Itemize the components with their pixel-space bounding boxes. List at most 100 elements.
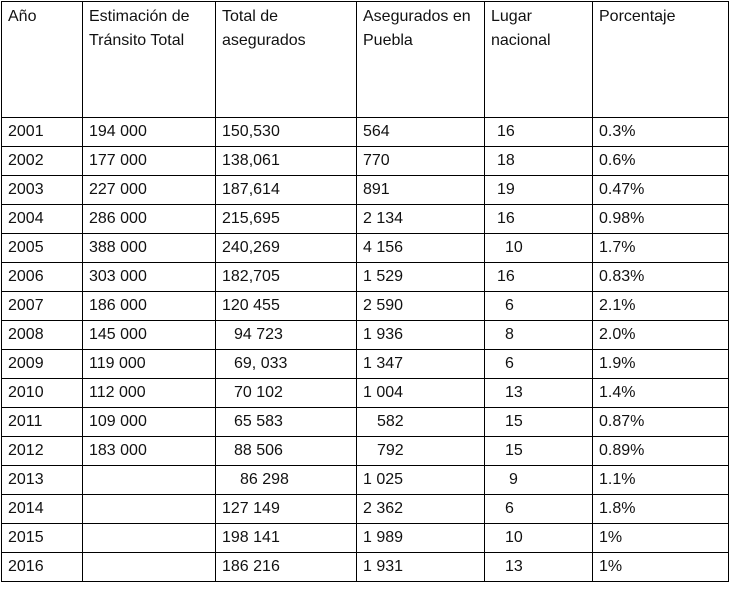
table-cell: 0.89% xyxy=(592,436,729,466)
table-cell: 1.1% xyxy=(592,465,729,495)
table-cell: 2002 xyxy=(1,146,83,176)
table-cell: 194 000 xyxy=(82,117,216,147)
table-cell: 138,061 xyxy=(215,146,357,176)
table-row: 2011 109 000 65 583 582 15 0.87% xyxy=(1,407,729,437)
table-cell: 120 455 xyxy=(215,291,357,321)
table-cell: 1 936 xyxy=(356,320,485,350)
table-cell: 2016 xyxy=(1,552,83,582)
table-cell: 19 xyxy=(484,175,593,205)
table-cell: 2014 xyxy=(1,494,83,524)
table-cell: 0.83% xyxy=(592,262,729,292)
table-cell: 2013 xyxy=(1,465,83,495)
table-cell: 2 362 xyxy=(356,494,485,524)
table-cell xyxy=(82,552,216,582)
table-cell: 15 xyxy=(484,407,593,437)
table-cell: 0.87% xyxy=(592,407,729,437)
header-cell: Total de asegurados xyxy=(215,1,357,118)
table-cell: 582 xyxy=(356,407,485,437)
table-row: 2004 286 000 215,695 2 134 16 0.98% xyxy=(1,204,729,234)
table-cell xyxy=(82,465,216,495)
table-cell: 112 000 xyxy=(82,378,216,408)
table-cell: 86 298 xyxy=(215,465,357,495)
table-cell: 1 347 xyxy=(356,349,485,379)
table-cell: 2009 xyxy=(1,349,83,379)
table-cell: 6 xyxy=(484,494,593,524)
table-cell: 10 xyxy=(484,233,593,263)
table-cell: 145 000 xyxy=(82,320,216,350)
table-cell: 16 xyxy=(484,117,593,147)
table-cell: 109 000 xyxy=(82,407,216,437)
table-cell: 215,695 xyxy=(215,204,357,234)
table-cell: 70 102 xyxy=(215,378,357,408)
table-row: 2012 183 000 88 506 792 15 0.89% xyxy=(1,436,729,466)
table-cell: 18 xyxy=(484,146,593,176)
table-cell: 2007 xyxy=(1,291,83,321)
table-cell xyxy=(82,523,216,553)
table-cell: 2008 xyxy=(1,320,83,350)
table-cell: 240,269 xyxy=(215,233,357,263)
table-cell: 2 590 xyxy=(356,291,485,321)
table-cell: 13 xyxy=(484,378,593,408)
table-row: 2009 119 000 69, 033 1 347 6 1.9% xyxy=(1,349,729,379)
table-cell: 303 000 xyxy=(82,262,216,292)
table-row: 2005 388 000 240,269 4 156 10 1.7% xyxy=(1,233,729,263)
table-cell: 127 149 xyxy=(215,494,357,524)
table-cell: 0.6% xyxy=(592,146,729,176)
table-cell: 2015 xyxy=(1,523,83,553)
table-cell: 16 xyxy=(484,262,593,292)
table-cell: 6 xyxy=(484,291,593,321)
table-cell: 9 xyxy=(484,465,593,495)
header-cell: Lugar nacional xyxy=(484,1,593,118)
table-cell: 88 506 xyxy=(215,436,357,466)
table-cell: 0.47% xyxy=(592,175,729,205)
table-cell: 2001 xyxy=(1,117,83,147)
table-row: 2015 198 141 1 989 10 1% xyxy=(1,523,729,553)
table-cell: 65 583 xyxy=(215,407,357,437)
table-row: 2002 177 000 138,061 770 18 0.6% xyxy=(1,146,729,176)
header-cell: Año xyxy=(1,1,83,118)
table-cell: 1.7% xyxy=(592,233,729,263)
table-cell: 4 156 xyxy=(356,233,485,263)
table-cell: 6 xyxy=(484,349,593,379)
table-cell: 177 000 xyxy=(82,146,216,176)
table-row: 2006 303 000 182,705 1 529 16 0.83% xyxy=(1,262,729,292)
table-cell: 186 216 xyxy=(215,552,357,582)
table-cell: 182,705 xyxy=(215,262,357,292)
table-row: 2014 127 149 2 362 6 1.8% xyxy=(1,494,729,524)
table-row: 2001 194 000 150,530 564 16 0.3% xyxy=(1,117,729,147)
table-cell: 2.1% xyxy=(592,291,729,321)
header-cell: Porcentaje xyxy=(592,1,729,118)
table-cell: 2.0% xyxy=(592,320,729,350)
table-cell: 1% xyxy=(592,552,729,582)
table-cell: 8 xyxy=(484,320,593,350)
table-cell: 2003 xyxy=(1,175,83,205)
header-cell: Estimación de Tránsito Total xyxy=(82,1,216,118)
table-cell: 186 000 xyxy=(82,291,216,321)
table-cell: 1.4% xyxy=(592,378,729,408)
table-cell: 94 723 xyxy=(215,320,357,350)
table-cell: 150,530 xyxy=(215,117,357,147)
table-row: 2010 112 000 70 102 1 004 13 1.4% xyxy=(1,378,729,408)
table-row: 2008 145 000 94 723 1 936 8 2.0% xyxy=(1,320,729,350)
header-cell: Asegurados en Puebla xyxy=(356,1,485,118)
table-cell: 2011 xyxy=(1,407,83,437)
table-cell: 1 025 xyxy=(356,465,485,495)
table-cell: 770 xyxy=(356,146,485,176)
table-cell: 2010 xyxy=(1,378,83,408)
table-cell: 13 xyxy=(484,552,593,582)
table-cell: 2006 xyxy=(1,262,83,292)
table-cell: 0.98% xyxy=(592,204,729,234)
table-cell: 2004 xyxy=(1,204,83,234)
table-cell: 1.9% xyxy=(592,349,729,379)
table-cell: 1.8% xyxy=(592,494,729,524)
table-cell: 227 000 xyxy=(82,175,216,205)
table-cell: 183 000 xyxy=(82,436,216,466)
table-row: 2013 86 298 1 025 9 1.1% xyxy=(1,465,729,495)
table-cell: 2012 xyxy=(1,436,83,466)
table-cell: 10 xyxy=(484,523,593,553)
table-cell: 16 xyxy=(484,204,593,234)
table-cell: 1 989 xyxy=(356,523,485,553)
